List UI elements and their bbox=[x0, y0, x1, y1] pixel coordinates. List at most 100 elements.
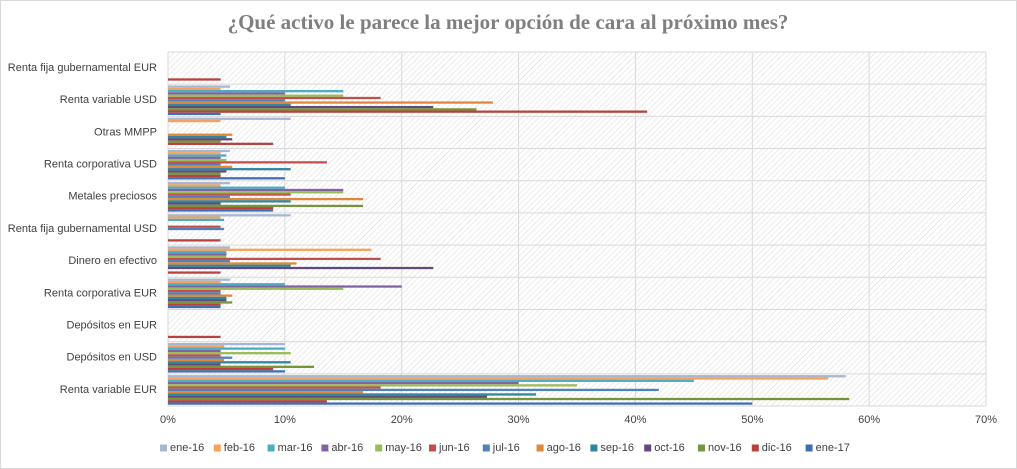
legend-swatch bbox=[751, 444, 759, 452]
bar bbox=[168, 218, 225, 222]
bar bbox=[168, 381, 519, 385]
y-tick-label: Depósitos en USD bbox=[67, 352, 158, 364]
bar bbox=[168, 94, 344, 97]
bar bbox=[168, 225, 221, 228]
legend-swatch bbox=[698, 444, 705, 452]
bar bbox=[168, 386, 381, 389]
bar bbox=[168, 377, 829, 380]
bar bbox=[168, 296, 227, 300]
legend-swatch bbox=[213, 444, 221, 452]
bar bbox=[168, 204, 364, 208]
bar bbox=[168, 101, 493, 104]
bar bbox=[168, 96, 381, 100]
bar bbox=[168, 216, 221, 219]
bar bbox=[168, 354, 221, 357]
legend-label: dic-16 bbox=[762, 442, 792, 454]
bar bbox=[168, 370, 285, 373]
bar bbox=[168, 278, 230, 281]
y-tick-label: Renta fija gubernamental USD bbox=[8, 223, 157, 235]
x-tick-label: 10% bbox=[274, 414, 296, 426]
legend-label: feb-16 bbox=[224, 442, 255, 454]
bar bbox=[168, 163, 221, 166]
bar bbox=[168, 158, 227, 162]
bar bbox=[168, 149, 230, 153]
bar bbox=[168, 352, 291, 355]
bar bbox=[168, 287, 344, 290]
bar bbox=[168, 239, 221, 242]
bar bbox=[168, 202, 221, 205]
bar bbox=[168, 207, 274, 210]
bar bbox=[168, 191, 344, 194]
bar bbox=[168, 103, 291, 106]
bar bbox=[168, 105, 434, 109]
bar bbox=[168, 135, 227, 139]
bar bbox=[168, 253, 227, 256]
bar bbox=[168, 393, 537, 396]
bar bbox=[168, 379, 694, 382]
bar bbox=[168, 108, 477, 111]
bar bbox=[168, 117, 291, 120]
bar bbox=[168, 361, 291, 364]
x-tick-label: 0% bbox=[160, 414, 176, 426]
bar bbox=[168, 283, 285, 286]
legend-label: ene-16 bbox=[170, 442, 204, 454]
bar bbox=[168, 174, 221, 178]
legend-swatch bbox=[267, 444, 275, 452]
y-tick-label: Renta variable EUR bbox=[60, 384, 157, 396]
bar bbox=[168, 280, 221, 284]
bar bbox=[168, 184, 221, 187]
legend-label: jun-16 bbox=[438, 442, 470, 454]
x-tick-label: 50% bbox=[741, 414, 763, 426]
y-tick-label: Renta corporativa EUR bbox=[44, 287, 157, 299]
legend-swatch bbox=[375, 444, 383, 452]
bar bbox=[168, 209, 274, 212]
bar bbox=[168, 172, 221, 175]
legend-label: ago-16 bbox=[547, 442, 581, 454]
bar bbox=[168, 161, 327, 164]
bar bbox=[168, 152, 221, 155]
legend-label: mar-16 bbox=[278, 442, 313, 454]
bar bbox=[168, 142, 274, 145]
bar bbox=[168, 177, 285, 180]
x-tick-label: 40% bbox=[624, 414, 646, 426]
bar bbox=[168, 363, 221, 366]
legend-label: sep-16 bbox=[600, 442, 634, 454]
bar bbox=[168, 186, 285, 189]
bar bbox=[168, 99, 285, 102]
bar bbox=[168, 294, 233, 297]
bar bbox=[168, 200, 291, 203]
bar bbox=[168, 154, 227, 157]
legend-swatch bbox=[160, 444, 167, 452]
bar bbox=[168, 305, 221, 309]
bar bbox=[168, 92, 285, 95]
bar bbox=[168, 301, 233, 304]
bar bbox=[168, 303, 221, 306]
bar bbox=[168, 90, 344, 93]
legend-label: nov-16 bbox=[708, 442, 742, 454]
bar bbox=[168, 188, 344, 192]
bar bbox=[168, 195, 230, 198]
bar bbox=[168, 292, 221, 295]
y-tick-label: Depósitos en EUR bbox=[67, 319, 158, 331]
bar bbox=[168, 168, 291, 171]
y-tick-label: Renta variable USD bbox=[60, 94, 157, 106]
y-tick-label: Renta fija gubernamental EUR bbox=[8, 62, 157, 74]
x-tick-label: 60% bbox=[858, 414, 880, 426]
bar bbox=[168, 170, 227, 173]
bar bbox=[168, 335, 221, 339]
bar bbox=[168, 400, 327, 403]
bar bbox=[168, 250, 227, 254]
bar bbox=[168, 349, 221, 353]
bar bbox=[168, 264, 291, 267]
legend-swatch bbox=[321, 444, 329, 452]
y-tick-label: Otras MMPP bbox=[94, 126, 157, 138]
bar bbox=[168, 397, 850, 401]
bar bbox=[168, 356, 233, 359]
y-tick-label: Metales preciosos bbox=[68, 191, 157, 203]
bar bbox=[168, 367, 274, 371]
bar bbox=[168, 112, 221, 116]
bar bbox=[168, 110, 648, 113]
x-tick-label: 70% bbox=[975, 414, 997, 426]
bar bbox=[168, 266, 434, 270]
bar bbox=[168, 78, 221, 81]
